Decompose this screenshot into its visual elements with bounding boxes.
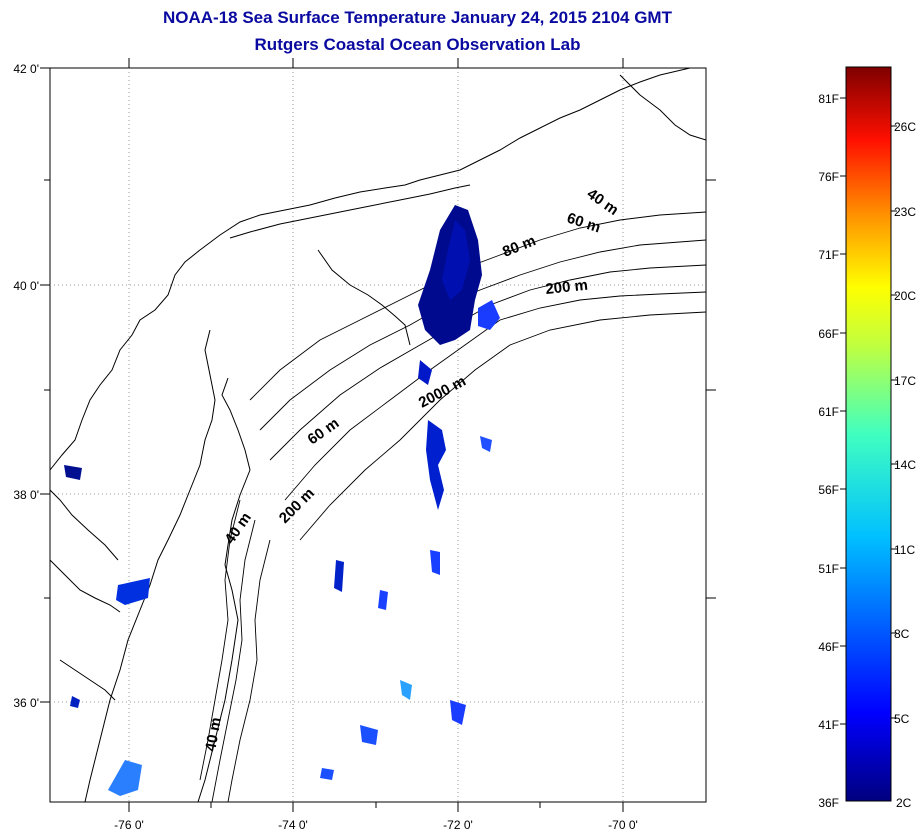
lon-tick-label: -72 0' [443, 818, 473, 832]
map-frame [49, 67, 707, 803]
colorbar-c-label: 14C [894, 458, 916, 472]
colorbar-ticks [840, 97, 897, 725]
lon-tick-labels: -76 0' -74 0' -72 0' -70 0' [114, 818, 638, 832]
contour-label: 200 m [545, 277, 589, 298]
colorbar-c-label: 23C [894, 205, 916, 219]
colorbar: 81F 76F 71F 66F 61F 56F 51F 46F 41F 36F … [818, 66, 916, 810]
colorbar-gradient [845, 66, 892, 802]
colorbar-f-label: 81F [818, 92, 839, 106]
colorbar-f-label: 46F [818, 640, 839, 654]
colorbar-f-label: 76F [818, 170, 839, 184]
lat-tick-label: 36 0' [13, 696, 39, 710]
colorbar-c-label: 8C [894, 627, 910, 641]
graticule [50, 68, 706, 802]
colorbar-c-label: 11C [894, 543, 915, 557]
contour-label: 40 m [202, 716, 225, 753]
colorbar-f-label: 51F [818, 562, 839, 576]
sst-data [64, 205, 500, 796]
coastline [50, 68, 706, 802]
lat-tick-label: 42 0' [13, 62, 39, 76]
celsius-labels: 26C 23C 20C 17C 14C 11C 8C 5C 2C [894, 120, 916, 810]
lon-tick-label: -76 0' [114, 818, 144, 832]
lat-tick-labels: 42 0' 40 0' 38 0' 36 0' [13, 62, 39, 710]
lon-tick-label: -74 0' [278, 818, 308, 832]
colorbar-f-label: 71F [818, 248, 839, 262]
fahrenheit-labels: 81F 76F 71F 66F 61F 56F 51F 46F 41F 36F [818, 92, 839, 810]
colorbar-c-label: 20C [894, 289, 916, 303]
colorbar-f-label: 36F [818, 796, 839, 810]
colorbar-c-label: 17C [894, 374, 916, 388]
map-title: NOAA-18 Sea Surface Temperature January … [163, 8, 672, 27]
lat-tick-label: 38 0' [13, 488, 39, 502]
colorbar-c-label: 2C [896, 796, 912, 810]
colorbar-f-label: 56F [818, 483, 839, 497]
lon-tick-label: -70 0' [608, 818, 638, 832]
colorbar-f-label: 66F [818, 327, 839, 341]
colorbar-f-label: 41F [818, 718, 839, 732]
colorbar-f-label: 61F [818, 405, 839, 419]
colorbar-c-label: 5C [894, 712, 910, 726]
colorbar-c-label: 26C [894, 120, 916, 134]
lat-tick-label: 40 0' [13, 279, 39, 293]
map-subtitle: Rutgers Coastal Ocean Observation Lab [254, 35, 581, 54]
frame-ticks [40, 58, 716, 812]
